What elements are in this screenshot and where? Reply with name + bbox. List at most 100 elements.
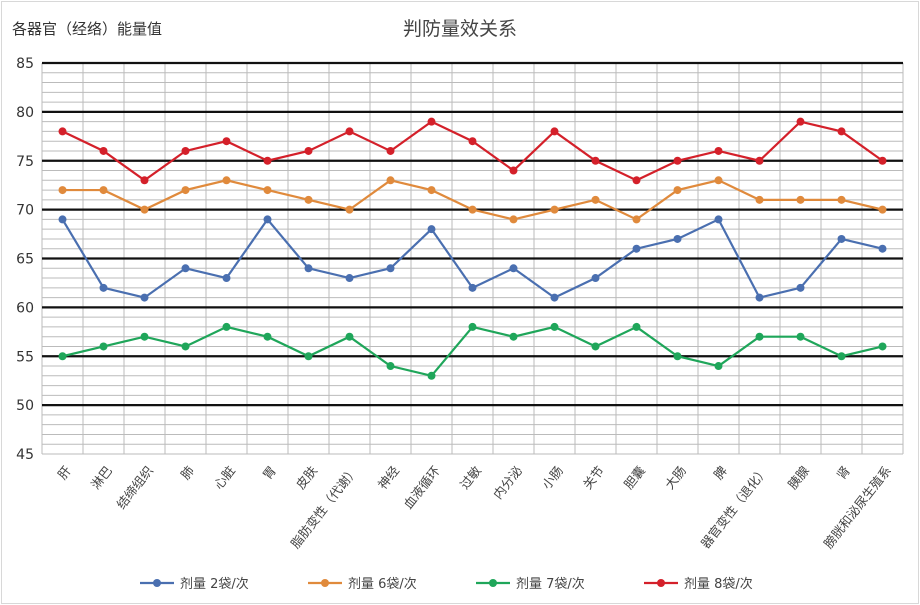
data-point (386, 176, 395, 185)
y-tick-label: 70 (16, 203, 34, 219)
data-point (837, 234, 846, 243)
data-point (304, 352, 313, 361)
data-point (58, 186, 67, 195)
x-tick-label: 脾 (710, 463, 730, 482)
data-point (837, 127, 846, 136)
legend-marker (489, 579, 497, 587)
data-point (99, 283, 108, 292)
y-tick-label: 50 (16, 398, 34, 414)
data-point (796, 332, 805, 341)
data-point (755, 195, 764, 204)
data-point (181, 264, 190, 273)
y-tick-label: 65 (16, 252, 34, 268)
x-tick-label: 大肠 (662, 463, 689, 492)
data-point (304, 146, 313, 155)
x-tick-label: 胆囊 (621, 463, 648, 492)
data-point (509, 166, 518, 175)
legend-label: 剂量 7袋/次 (516, 576, 585, 592)
data-point (140, 176, 149, 185)
x-tick-label: 膀胱和泌尿生殖系 (821, 463, 894, 551)
data-point (837, 195, 846, 204)
x-tick-label: 肝 (54, 463, 74, 482)
data-point (673, 352, 682, 361)
data-point (796, 195, 805, 204)
x-tick-label: 皮肤 (293, 463, 321, 492)
data-point (386, 362, 395, 371)
series-4: 剂量 8袋/次 (58, 117, 887, 592)
data-point (345, 274, 354, 283)
data-point (591, 274, 600, 283)
data-point (222, 137, 231, 146)
data-point (263, 215, 272, 224)
data-point (427, 186, 436, 195)
x-tick-label: 肺 (177, 463, 197, 482)
data-point (263, 156, 272, 165)
legend-marker (321, 579, 329, 587)
y-tick-label: 80 (16, 105, 34, 121)
data-point (714, 176, 723, 185)
data-point (714, 146, 723, 155)
legend-marker (657, 579, 665, 587)
data-point (632, 176, 641, 185)
data-point (99, 146, 108, 155)
data-point (550, 293, 559, 302)
data-point (878, 244, 887, 253)
data-point (140, 293, 149, 302)
data-point (140, 332, 149, 341)
legend-label: 剂量 2袋/次 (180, 576, 249, 592)
data-point (222, 176, 231, 185)
x-tick-label: 神经 (375, 463, 403, 492)
data-point (878, 156, 887, 165)
data-point (304, 195, 313, 204)
data-point (755, 332, 764, 341)
x-tick-label: 内分泌 (490, 463, 525, 502)
data-point (427, 117, 436, 126)
y-tick-label: 45 (16, 447, 34, 463)
data-point (755, 156, 764, 165)
y-tick-label: 55 (16, 349, 34, 365)
data-point (58, 215, 67, 224)
data-point (632, 215, 641, 224)
data-point (263, 186, 272, 195)
data-point (673, 186, 682, 195)
x-tick-label: 心脏 (211, 463, 238, 492)
data-point (714, 215, 723, 224)
data-point (673, 234, 682, 243)
data-point (345, 332, 354, 341)
data-point (222, 274, 231, 283)
data-point (714, 362, 723, 371)
data-point (509, 215, 518, 224)
x-tick-label: 胰腺 (785, 463, 813, 492)
x-tick-label: 结缔组织 (113, 463, 156, 512)
series-3: 剂量 7袋/次 (58, 322, 887, 592)
data-point (181, 186, 190, 195)
data-point (468, 137, 477, 146)
data-point (591, 156, 600, 165)
data-point (550, 322, 559, 331)
data-point (468, 205, 477, 214)
data-point (550, 127, 559, 136)
data-point (878, 205, 887, 214)
chart-title: 判防量效关系 (402, 18, 517, 40)
data-point (181, 342, 190, 351)
data-point (58, 127, 67, 136)
x-tick-label: 小肠 (539, 463, 566, 492)
legend-marker (153, 579, 161, 587)
data-point (345, 127, 354, 136)
y-axis-title: 各器官（经络）能量值 (12, 20, 163, 38)
data-point (427, 225, 436, 234)
data-point (509, 332, 518, 341)
legend-label: 剂量 6袋/次 (348, 576, 417, 592)
x-tick-label: 淋巴 (88, 463, 115, 492)
data-point (468, 322, 477, 331)
data-point (673, 156, 682, 165)
data-point (58, 352, 67, 361)
data-point (427, 371, 436, 380)
data-point (878, 342, 887, 351)
legend-label: 剂量 8袋/次 (684, 576, 753, 592)
x-tick-label: 胃 (259, 463, 279, 482)
data-point (591, 195, 600, 204)
data-point (345, 205, 354, 214)
y-tick-label: 60 (16, 300, 34, 316)
